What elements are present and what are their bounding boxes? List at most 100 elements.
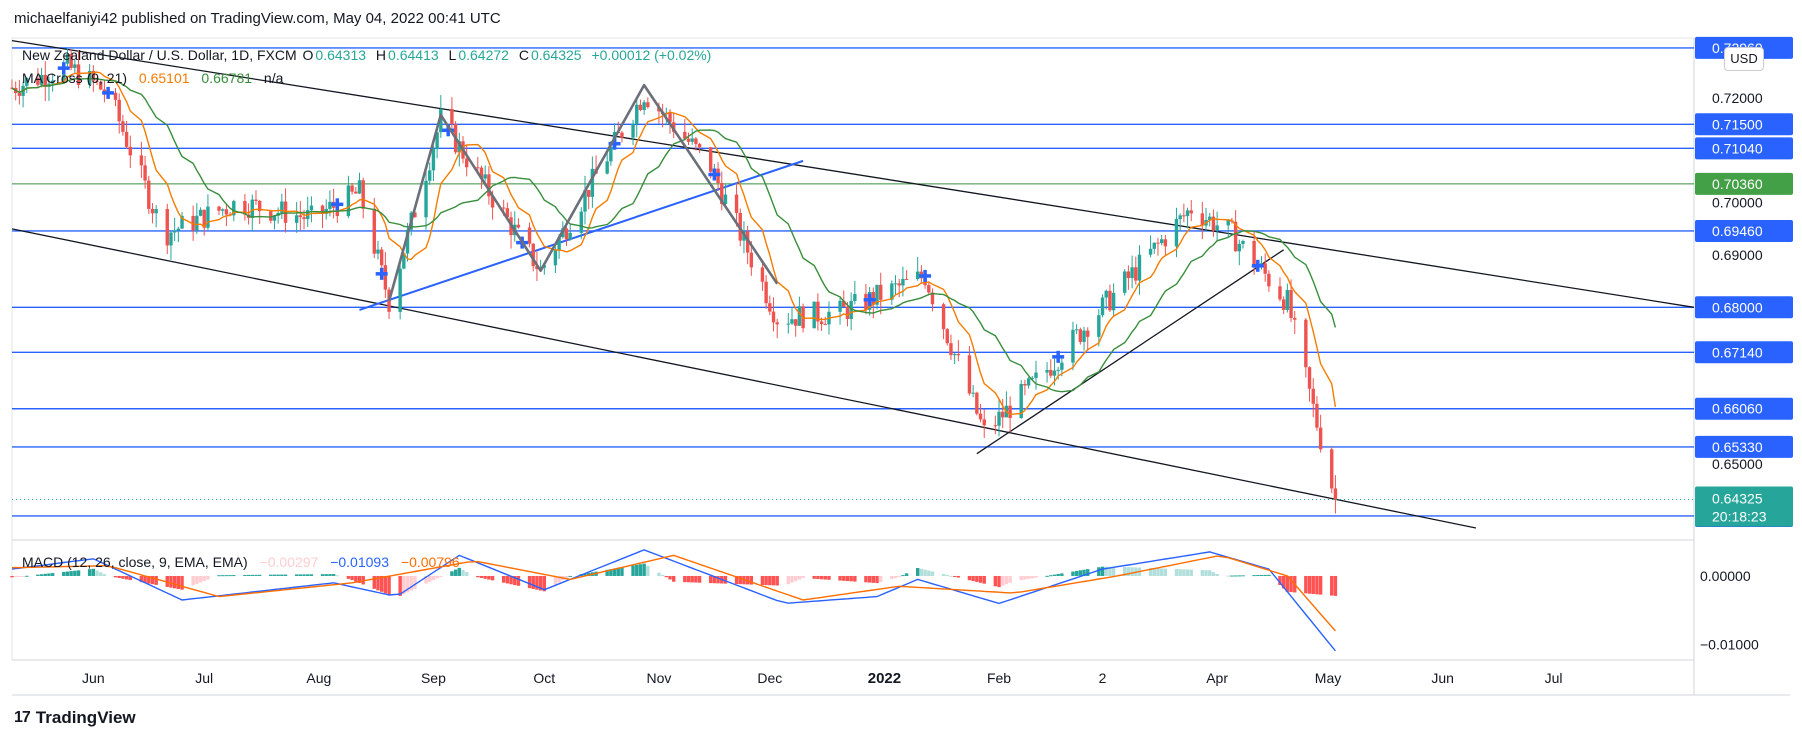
candle-251 [1307,366,1312,402]
macd-bar-255 [1330,575,1334,596]
macd-bar-11 [65,571,70,576]
candle-199 [1034,360,1038,390]
currency-button[interactable]: USD [1724,47,1764,71]
macd-bar-224 [1163,568,1168,576]
candle-244 [1267,270,1271,292]
macd-bar-36 [195,575,199,584]
candle-226 [1178,213,1182,232]
candle-18 [99,80,103,91]
candle-28 [150,203,155,224]
macd-bar-199 [1034,575,1038,578]
macd-bar-210 [1097,567,1101,576]
macd-bar-67 [354,575,358,582]
candle-38 [202,209,206,236]
macd-bar-157 [819,575,824,580]
trend-lines[interactable] [11,39,1695,529]
candle-146 [764,275,768,309]
macd-bar-132 [690,575,694,583]
macd-bar-13 [73,570,77,576]
macd-bar-83 [435,575,439,579]
candle-179 [930,288,935,312]
macd-bar-200 [1045,575,1049,577]
candle-90 [476,156,480,172]
level-label-0.65330: 0.65330 [1695,435,1793,458]
candle-119 [620,130,624,143]
horizontal-levels[interactable] [12,47,1694,517]
macd-bar-175 [915,567,920,576]
macd-bar-33 [176,575,181,590]
time-axis[interactable]: Jun Jul Aug Sep Oct Nov Dec 2022 Feb 2 Apr May Jun Ju… [82,670,1562,687]
macd-bar-248 [1289,575,1293,593]
candle-190 [993,415,998,435]
macd-bar-206 [1074,570,1079,576]
y-tick-0.65000: 0.65000 [1712,456,1763,472]
macd-bar-128 [668,575,672,580]
candle-153 [797,296,802,326]
macd-bar-126 [660,574,665,576]
macd-bar-144 [749,575,754,585]
macd-bar-189 [982,575,986,584]
candle-123 [642,100,646,115]
candle-212 [1104,289,1108,310]
candle-55 [294,202,299,233]
macd-bar-242 [1259,574,1264,576]
ma-cross-marker-2 [102,86,115,99]
macd-bar-38 [202,575,206,582]
macd-bar-89 [464,572,469,576]
candle-215 [1123,269,1127,296]
candle-23 [124,120,129,149]
candle-113 [590,156,595,208]
candle-60 [320,204,325,229]
macd-bar-22 [121,575,125,579]
macd-bar-119 [620,567,624,576]
macd-bar-77 [405,575,410,593]
macd-bar-235 [1226,575,1230,577]
macd-bar-152 [794,575,798,582]
tradingview-logo[interactable]: 17 TradingView [14,708,136,728]
trend-line-1 [11,39,1695,308]
macd-bar-139 [723,575,728,584]
macd-bar-136 [712,575,717,584]
macd-bar-106 [557,575,561,583]
macd-bar-196 [1023,575,1027,580]
macd-line-value: −0.01093 [330,554,389,570]
macd-bar-130 [683,575,687,583]
candle-218 [1134,256,1138,285]
candle-65 [346,175,351,219]
candle-77 [405,223,410,262]
brand-name: TradingView [35,708,136,727]
macd-bar-91 [479,575,484,579]
x-tick-11: May [1315,670,1341,686]
macd-bar-34 [180,575,184,590]
macd-bar-9 [50,573,55,576]
macd-bar-53 [280,574,284,576]
macd-bar-244 [1267,574,1271,576]
macd-bar-125 [657,572,661,576]
price-axis[interactable]: 0.720000.700000.690000.650000.729600.715… [12,36,1793,653]
macd-bar-166 [867,575,872,583]
macd-bar-50 [269,574,273,576]
macd-bar-0 [10,575,14,578]
zigzag-pattern[interactable] [387,83,779,302]
candle-6 [39,67,44,88]
ma-cross-marker-1 [57,62,70,75]
macd-bar-57 [302,574,306,576]
macd-bar-44 [232,575,236,577]
candle-151 [790,306,794,326]
candle-148 [771,297,776,332]
macd-bar-102 [535,575,539,590]
candle-205 [1071,321,1075,371]
candle-160 [838,296,842,325]
macd-bar-61 [324,574,328,576]
ma-cross-marker-8 [708,168,721,181]
macd-bar-55 [294,574,299,576]
macd-bar-241 [1256,575,1260,577]
macd-bar-99 [516,575,521,586]
candle-207 [1078,327,1083,345]
macd-bar-8 [47,573,51,576]
publisher-caption: michaelfaniyi42 published on TradingView… [14,10,501,27]
macd-bar-90 [476,575,480,578]
candle-189 [982,408,986,439]
macd-bar-35 [191,575,195,586]
